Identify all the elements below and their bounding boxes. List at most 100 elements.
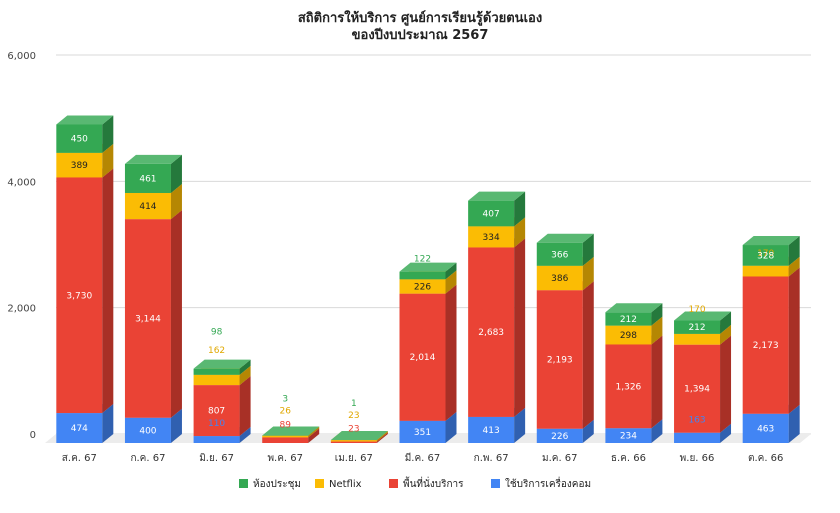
- bar-segment: [674, 432, 721, 443]
- legend-swatch: [389, 479, 398, 488]
- bar-side: [170, 183, 182, 220]
- bar-side: [720, 423, 732, 443]
- bar-segment: [536, 242, 583, 266]
- bar-side: [170, 154, 182, 193]
- bar-segment: [330, 440, 377, 442]
- bar-segment: [674, 320, 721, 334]
- y-tick-label: 2,000: [7, 304, 36, 315]
- bar-top: [330, 431, 388, 441]
- bar-segment: [399, 293, 446, 421]
- legend: ห้องประชุม Netflix พื้นที่นั่งบริการ ใช้บริ…: [239, 476, 591, 490]
- x-tick-label: ส.ค. 67: [62, 453, 97, 464]
- chart-title: สถิติการให้บริการ ศูนย์การเรียนรู้ด้วยตน…: [298, 9, 542, 26]
- data-label: 328: [757, 251, 774, 261]
- data-label: 389: [71, 161, 88, 171]
- bar-segment: [674, 344, 721, 433]
- bar-top: [468, 191, 526, 201]
- bar-side: [308, 426, 320, 436]
- bar-side: [102, 143, 114, 178]
- bar-side: [788, 236, 800, 266]
- data-label: 1,394: [684, 385, 710, 395]
- bar-side: [514, 191, 526, 227]
- data-label: 474: [71, 424, 88, 434]
- bar-side: [582, 419, 594, 443]
- bars-group: [56, 115, 800, 443]
- x-tick-label: พ.ค. 67: [267, 453, 303, 464]
- bar-segment: [605, 325, 652, 345]
- data-label: 298: [620, 331, 637, 341]
- bar-top: [674, 311, 732, 321]
- data-label: 234: [620, 432, 637, 442]
- bar-side: [720, 335, 732, 433]
- bar-side: [102, 168, 114, 414]
- data-label: 450: [71, 135, 88, 145]
- bar-segment: [399, 271, 446, 280]
- data-labels-group: 474 3,730 389 450 400 3,144 414 461 110 807 162 98 8…: [66, 135, 778, 442]
- bar-segment: [56, 124, 103, 153]
- bar-top: [262, 426, 320, 436]
- bar-segment: [468, 416, 515, 443]
- data-label: 407: [483, 209, 500, 219]
- legend-label: พื้นที่นั่งบริการ: [403, 476, 464, 490]
- bar-side: [308, 426, 320, 438]
- bar-side: [239, 359, 251, 375]
- legend-label: ห้องประชุม: [253, 478, 301, 490]
- bar-segment: [193, 436, 240, 443]
- bar-side: [445, 284, 457, 421]
- legend-label: Netflix: [329, 479, 362, 490]
- data-label: 212: [688, 323, 705, 333]
- bar-segment: [742, 245, 789, 266]
- bar-side: [651, 303, 663, 326]
- bar-segment: [124, 417, 171, 443]
- bar-top: [193, 359, 251, 369]
- bar-segment: [536, 265, 583, 291]
- bar-segment: [468, 247, 515, 417]
- bar-side: [788, 267, 800, 414]
- x-tick-label: มี.ค. 67: [405, 452, 441, 464]
- bar-segment: [124, 219, 171, 418]
- chart-subtitle: ของปีงบประมาณ 2567: [352, 27, 489, 43]
- bar-top: [56, 115, 114, 125]
- bar-side: [514, 407, 526, 443]
- legend-swatch: [491, 479, 500, 488]
- data-label: 413: [483, 426, 500, 436]
- data-label: 3,730: [66, 291, 92, 301]
- data-label: 400: [139, 426, 156, 436]
- data-label: 2,173: [753, 341, 779, 351]
- bar-segment: [605, 312, 652, 326]
- y-tick-label: 6,000: [7, 51, 36, 62]
- bar-side: [651, 316, 663, 345]
- data-label: 170: [757, 249, 774, 259]
- y-axis: 0 2,000 4,000 6,000: [7, 51, 36, 441]
- bar-side: [239, 427, 251, 443]
- data-label: 162: [208, 346, 225, 356]
- bar-side: [239, 365, 251, 386]
- x-tick-label: ก.พ. 67: [474, 453, 509, 464]
- bar-segment: [605, 428, 652, 443]
- bar-side: [170, 210, 182, 418]
- data-label: 226: [551, 432, 568, 442]
- bar-side: [720, 324, 732, 345]
- bar-segment: [742, 413, 789, 443]
- bar-top: [399, 262, 457, 272]
- bar-top: [742, 236, 800, 246]
- bar-side: [514, 217, 526, 248]
- data-label: 463: [757, 424, 774, 434]
- data-label: 212: [620, 315, 637, 325]
- bar-segment: [193, 368, 240, 375]
- data-label: 122: [414, 255, 431, 265]
- bar-side: [651, 419, 663, 443]
- bar-side: [376, 431, 388, 442]
- bar-side: [102, 404, 114, 443]
- data-label: 366: [551, 250, 568, 260]
- y-tick-label: 4,000: [7, 177, 36, 188]
- legend-swatch: [315, 479, 324, 488]
- x-tick-label: ม.ค. 67: [542, 453, 578, 464]
- bar-segment: [742, 265, 789, 277]
- bar-segment: [468, 226, 515, 248]
- x-tick-label: ก.ค. 67: [130, 453, 165, 464]
- bar-segment: [193, 374, 240, 386]
- bar-segment: [124, 163, 171, 193]
- data-label: 163: [688, 416, 705, 426]
- bar-segment: [124, 192, 171, 220]
